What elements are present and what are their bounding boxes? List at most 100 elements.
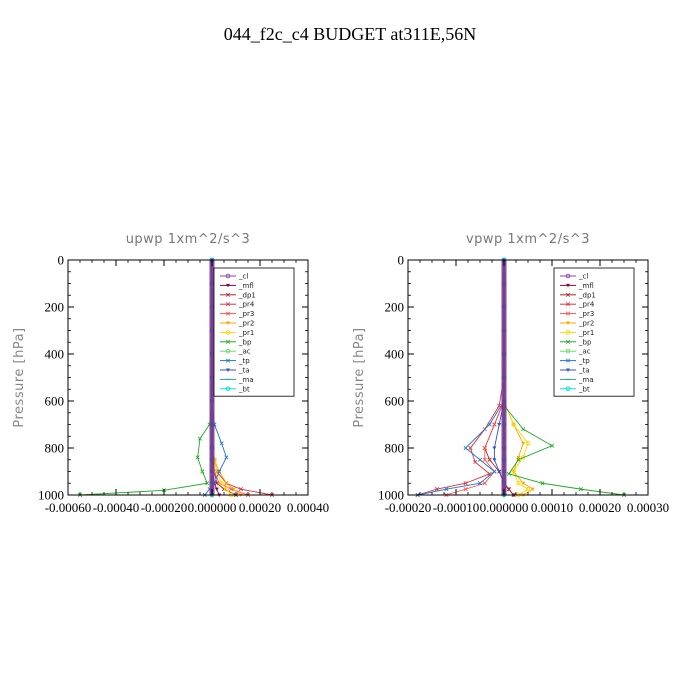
data-point [492, 469, 497, 474]
data-point [492, 458, 497, 462]
legend-entry: _pr4 [560, 301, 595, 309]
x-tick-label: 0.000000 [188, 500, 237, 515]
legend-label: _dp1 [578, 291, 596, 299]
legend-label: _cl [578, 273, 588, 281]
data-point [525, 486, 531, 492]
data-point [497, 423, 502, 427]
data-point [231, 487, 236, 492]
legend-label: _pr1 [238, 329, 254, 337]
legend-marker [226, 368, 230, 372]
legend-marker [565, 292, 571, 297]
legend-entry: _pr3 [220, 310, 254, 318]
legend-entry: _ma [220, 376, 254, 384]
legend-label: _dp1 [238, 291, 256, 299]
legend-entry: _tp [220, 357, 250, 365]
data-point [521, 441, 526, 446]
legend-entry: _pr2 [560, 320, 594, 328]
legend-entry: _tp [560, 357, 590, 365]
legend-label: _ac [238, 348, 251, 356]
panels: upwp 1xm^2/s^3 Pressure [hPa] 0 200 400 600 80… [12, 232, 669, 515]
legend-marker [225, 386, 231, 392]
data-point [217, 469, 222, 474]
legend-label: _bt [238, 385, 250, 393]
legend-marker [565, 311, 571, 316]
legend-label: _tp [578, 357, 590, 365]
data-point [214, 469, 220, 474]
legend-label: _tp [238, 357, 250, 365]
legend-marker [225, 311, 231, 316]
figure-title: 044_f2c_c4 BUDGET at311E,56N [224, 24, 476, 44]
zero-line-band [209, 260, 215, 495]
data-point [224, 481, 229, 486]
legend-entry: _mfl [220, 282, 254, 290]
legend-marker [226, 283, 230, 288]
data-point [473, 460, 478, 465]
legend-label: _ac [578, 348, 591, 356]
legend-entry: _dp1 [560, 291, 596, 299]
legend-entry: _pr1 [220, 329, 254, 337]
chart-panel-2: vpwp 1xm^2/s^3 Pressure [hPa] 0 200 400 600 80… [352, 232, 669, 515]
legend-entry: _cl [220, 273, 248, 281]
zero-line-band [501, 260, 507, 495]
legend-marker [565, 273, 571, 279]
x-tick-label: 0.000000 [480, 500, 529, 515]
legend-label: _pr4 [238, 301, 255, 309]
x-tick-label: -0.00010 [433, 500, 480, 515]
legend-entry: _dp1 [220, 291, 256, 299]
data-point [238, 487, 243, 492]
y-tick-label: 800 [45, 441, 65, 456]
x-tick-label: -0.00060 [45, 500, 92, 515]
legend-marker [565, 386, 571, 392]
data-point [482, 457, 487, 462]
legend-marker [565, 348, 571, 354]
legend-label: _ta [578, 367, 590, 375]
legend-marker [566, 321, 570, 325]
data-point [214, 487, 219, 492]
data-point [482, 445, 487, 451]
legend-marker [566, 368, 570, 372]
legend-label: _mfl [578, 282, 594, 290]
x-tick-label: 0.00040 [287, 500, 329, 515]
data-point [482, 481, 487, 486]
data-point [497, 470, 502, 474]
x-tick-label: 0.00030 [627, 500, 669, 515]
legend-marker [565, 339, 571, 344]
data-point [205, 481, 210, 486]
data-point [477, 457, 483, 462]
legend: _cl_mfl_dp1_pr4_pr3_pr2_pr1_bp_ac_tp_ta_… [213, 267, 295, 397]
legend-label: _cl [238, 273, 248, 281]
y-axis-label: Pressure [hPa] [352, 327, 367, 427]
data-point [521, 427, 526, 432]
data-point [511, 422, 516, 427]
x-tick-label: 0.00010 [531, 500, 573, 515]
legend-entry: _bt [220, 385, 250, 393]
data-point [578, 487, 583, 492]
panel-title: upwp 1xm^2/s^3 [126, 232, 251, 247]
legend-marker [226, 321, 230, 325]
legend-label: _pr2 [578, 320, 594, 328]
legend-label: _pr1 [578, 329, 594, 337]
legend-label: _pr3 [578, 310, 594, 318]
y-tick-label: 400 [45, 347, 65, 362]
legend-entry: _ta [560, 367, 590, 375]
data-point [487, 457, 492, 462]
legend-label: _ma [578, 376, 594, 384]
data-point [516, 481, 521, 486]
x-tick-label: -0.00040 [93, 500, 140, 515]
data-point [477, 481, 483, 486]
legend-marker [225, 330, 231, 335]
data-point [530, 487, 535, 492]
data-point [525, 441, 531, 446]
data-point [197, 436, 203, 441]
legend-label: _ma [238, 376, 254, 384]
data-point [540, 481, 545, 486]
legend: _cl_mfl_dp1_pr4_pr3_pr2_pr1_bp_ac_tp_ta_… [553, 267, 635, 397]
data-point [521, 481, 526, 486]
data-point [219, 481, 224, 486]
data-point [200, 469, 205, 474]
y-tick-label: 1000 [378, 488, 404, 503]
legend-label: _pr2 [238, 320, 254, 328]
legend-marker [225, 358, 231, 363]
legend-label: _pr3 [238, 310, 254, 318]
